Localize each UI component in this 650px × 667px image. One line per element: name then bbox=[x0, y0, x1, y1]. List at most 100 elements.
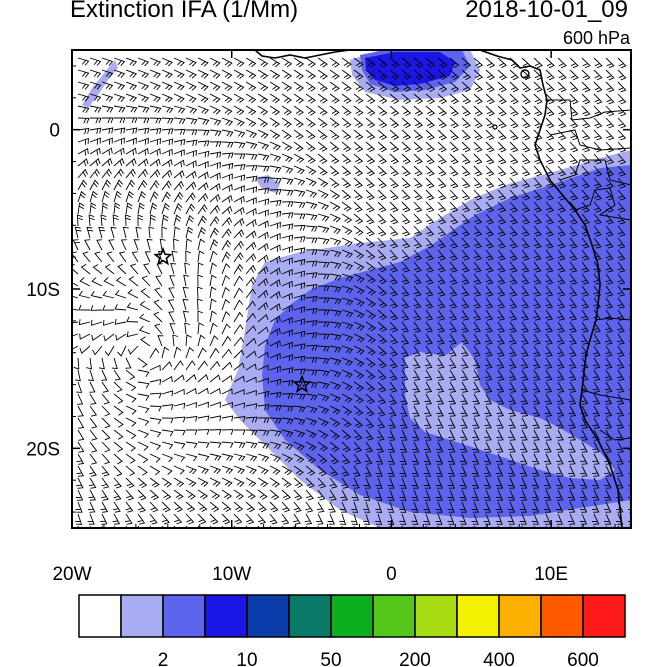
wind-barb bbox=[245, 230, 257, 239]
wind-barb bbox=[401, 141, 411, 153]
wind-barb bbox=[209, 81, 221, 91]
wind-barb bbox=[257, 231, 269, 240]
wind-barb bbox=[329, 453, 339, 465]
wind-barb bbox=[365, 429, 374, 441]
wind-barb bbox=[101, 179, 111, 191]
wind-barb bbox=[461, 129, 471, 141]
wind-barb bbox=[544, 477, 552, 489]
wind-barb bbox=[437, 321, 446, 333]
wind-barb bbox=[317, 177, 329, 188]
wind-barb bbox=[461, 309, 470, 321]
wind-barb bbox=[148, 226, 155, 239]
wind-barb bbox=[79, 333, 91, 340]
wind-barb bbox=[437, 285, 446, 297]
wind-barb bbox=[221, 429, 234, 435]
wind-barb bbox=[569, 237, 578, 249]
wind-barb bbox=[519, 501, 528, 513]
wind-barb bbox=[185, 387, 197, 395]
wind-barb bbox=[340, 489, 348, 501]
wind-barb bbox=[472, 429, 480, 441]
wind-barb bbox=[401, 345, 409, 357]
wind-barb bbox=[401, 273, 410, 285]
wind-barb bbox=[496, 381, 505, 393]
wind-barb bbox=[293, 393, 306, 400]
wind-barb bbox=[221, 401, 233, 409]
wind-barb bbox=[424, 369, 433, 381]
wind-barb bbox=[543, 501, 552, 513]
wind-barb bbox=[544, 345, 553, 357]
wind-barb bbox=[616, 381, 625, 393]
wind-barb bbox=[209, 215, 220, 227]
wind-barb bbox=[245, 207, 257, 216]
wind-barb bbox=[281, 441, 294, 450]
wind-barb bbox=[233, 311, 244, 323]
wind-barb bbox=[509, 177, 519, 189]
wind-barb bbox=[221, 57, 233, 67]
wind-barb bbox=[117, 345, 127, 357]
wind-barb bbox=[628, 369, 631, 381]
wind-barb bbox=[580, 417, 589, 429]
wind-barb bbox=[497, 177, 507, 189]
wind-barb bbox=[184, 262, 191, 275]
wind-barb bbox=[400, 369, 409, 381]
wind-barb bbox=[173, 374, 185, 383]
wind-barb bbox=[507, 513, 515, 525]
wind-barb bbox=[221, 93, 233, 104]
wind-barb bbox=[353, 453, 362, 465]
wind-barb bbox=[519, 513, 527, 525]
wind-barb bbox=[473, 141, 483, 153]
wind-barb bbox=[185, 214, 195, 227]
wind-barb bbox=[341, 453, 351, 465]
wind-barb bbox=[628, 357, 631, 369]
wind-barb bbox=[257, 105, 269, 116]
wind-barb bbox=[483, 489, 492, 501]
wind-barb bbox=[425, 213, 435, 225]
wind-barb bbox=[377, 153, 387, 165]
wind-barb bbox=[304, 513, 313, 525]
wind-barb bbox=[269, 141, 281, 151]
wind-barb bbox=[449, 297, 458, 309]
wind-barb bbox=[341, 285, 354, 294]
wind-barb bbox=[269, 378, 282, 386]
wind-barb bbox=[173, 69, 185, 79]
wind-barb bbox=[269, 105, 281, 116]
wind-barb bbox=[509, 285, 518, 297]
wind-barb bbox=[161, 453, 174, 463]
wind-barb bbox=[183, 274, 190, 287]
wind-barb bbox=[581, 129, 591, 141]
wind-barb bbox=[473, 225, 482, 237]
wind-barb bbox=[580, 453, 588, 465]
wind-barb bbox=[605, 105, 615, 117]
wind-barb bbox=[103, 333, 115, 342]
wind-barb bbox=[545, 105, 555, 117]
wind-barb bbox=[497, 69, 508, 81]
wind-barb bbox=[75, 513, 83, 525]
wind-barb bbox=[317, 381, 330, 390]
wind-barb bbox=[341, 249, 353, 259]
wind-barb bbox=[78, 319, 91, 326]
wind-barb bbox=[545, 309, 554, 321]
wind-barb bbox=[317, 477, 327, 489]
wind-barb bbox=[365, 225, 375, 237]
wind-barb bbox=[156, 263, 163, 275]
wind-barb bbox=[101, 369, 108, 381]
wind-barb bbox=[245, 141, 258, 150]
wind-barb bbox=[628, 405, 631, 417]
wind-barb bbox=[89, 417, 98, 429]
wind-barb bbox=[89, 57, 102, 66]
wind-barb bbox=[556, 357, 565, 369]
wind-barb bbox=[172, 334, 179, 347]
wind-barb bbox=[461, 321, 469, 333]
wind-barb bbox=[329, 273, 342, 281]
wind-barb bbox=[269, 93, 281, 104]
wind-barb bbox=[329, 441, 340, 452]
wind-barb bbox=[424, 417, 432, 429]
wind-barb bbox=[545, 57, 555, 69]
wind-barb bbox=[581, 237, 590, 249]
wind-barb bbox=[424, 393, 433, 405]
wind-barb bbox=[101, 137, 113, 145]
wind-barb bbox=[281, 417, 294, 425]
wind-barb bbox=[365, 381, 376, 392]
wind-barb bbox=[305, 405, 318, 414]
wind-barb bbox=[114, 318, 127, 325]
